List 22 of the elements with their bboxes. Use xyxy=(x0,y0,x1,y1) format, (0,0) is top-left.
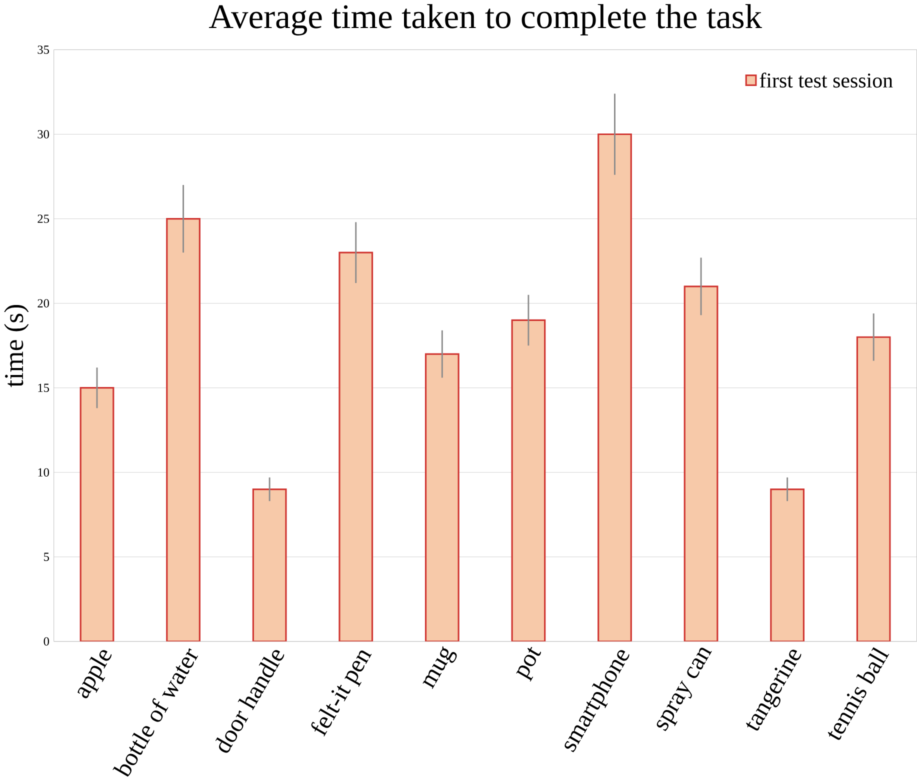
y-tick-label: 25 xyxy=(38,214,50,224)
bar xyxy=(80,387,114,642)
bar xyxy=(424,353,460,642)
y-axis-title: time (s) xyxy=(4,305,29,388)
y-tick-label: 35 xyxy=(38,46,50,54)
bar xyxy=(856,336,891,642)
bar xyxy=(511,320,546,642)
x-tick-label: pot xyxy=(516,647,542,682)
y-tick-label: 0 xyxy=(44,637,50,646)
y-tick-label: 10 xyxy=(38,468,50,477)
bar xyxy=(684,286,718,642)
y-tick-label: 5 xyxy=(44,552,50,562)
chart-title: Average time taken to complete the task xyxy=(208,4,762,36)
y-tick-label: 20 xyxy=(38,299,50,308)
y-tick-label: 30 xyxy=(38,130,50,138)
bar xyxy=(598,134,632,642)
legend-label: first test session xyxy=(760,72,893,88)
y-tick-label: 15 xyxy=(38,384,50,392)
bar xyxy=(338,252,374,642)
bar xyxy=(166,218,200,642)
bar xyxy=(770,488,805,642)
bar xyxy=(252,488,287,642)
